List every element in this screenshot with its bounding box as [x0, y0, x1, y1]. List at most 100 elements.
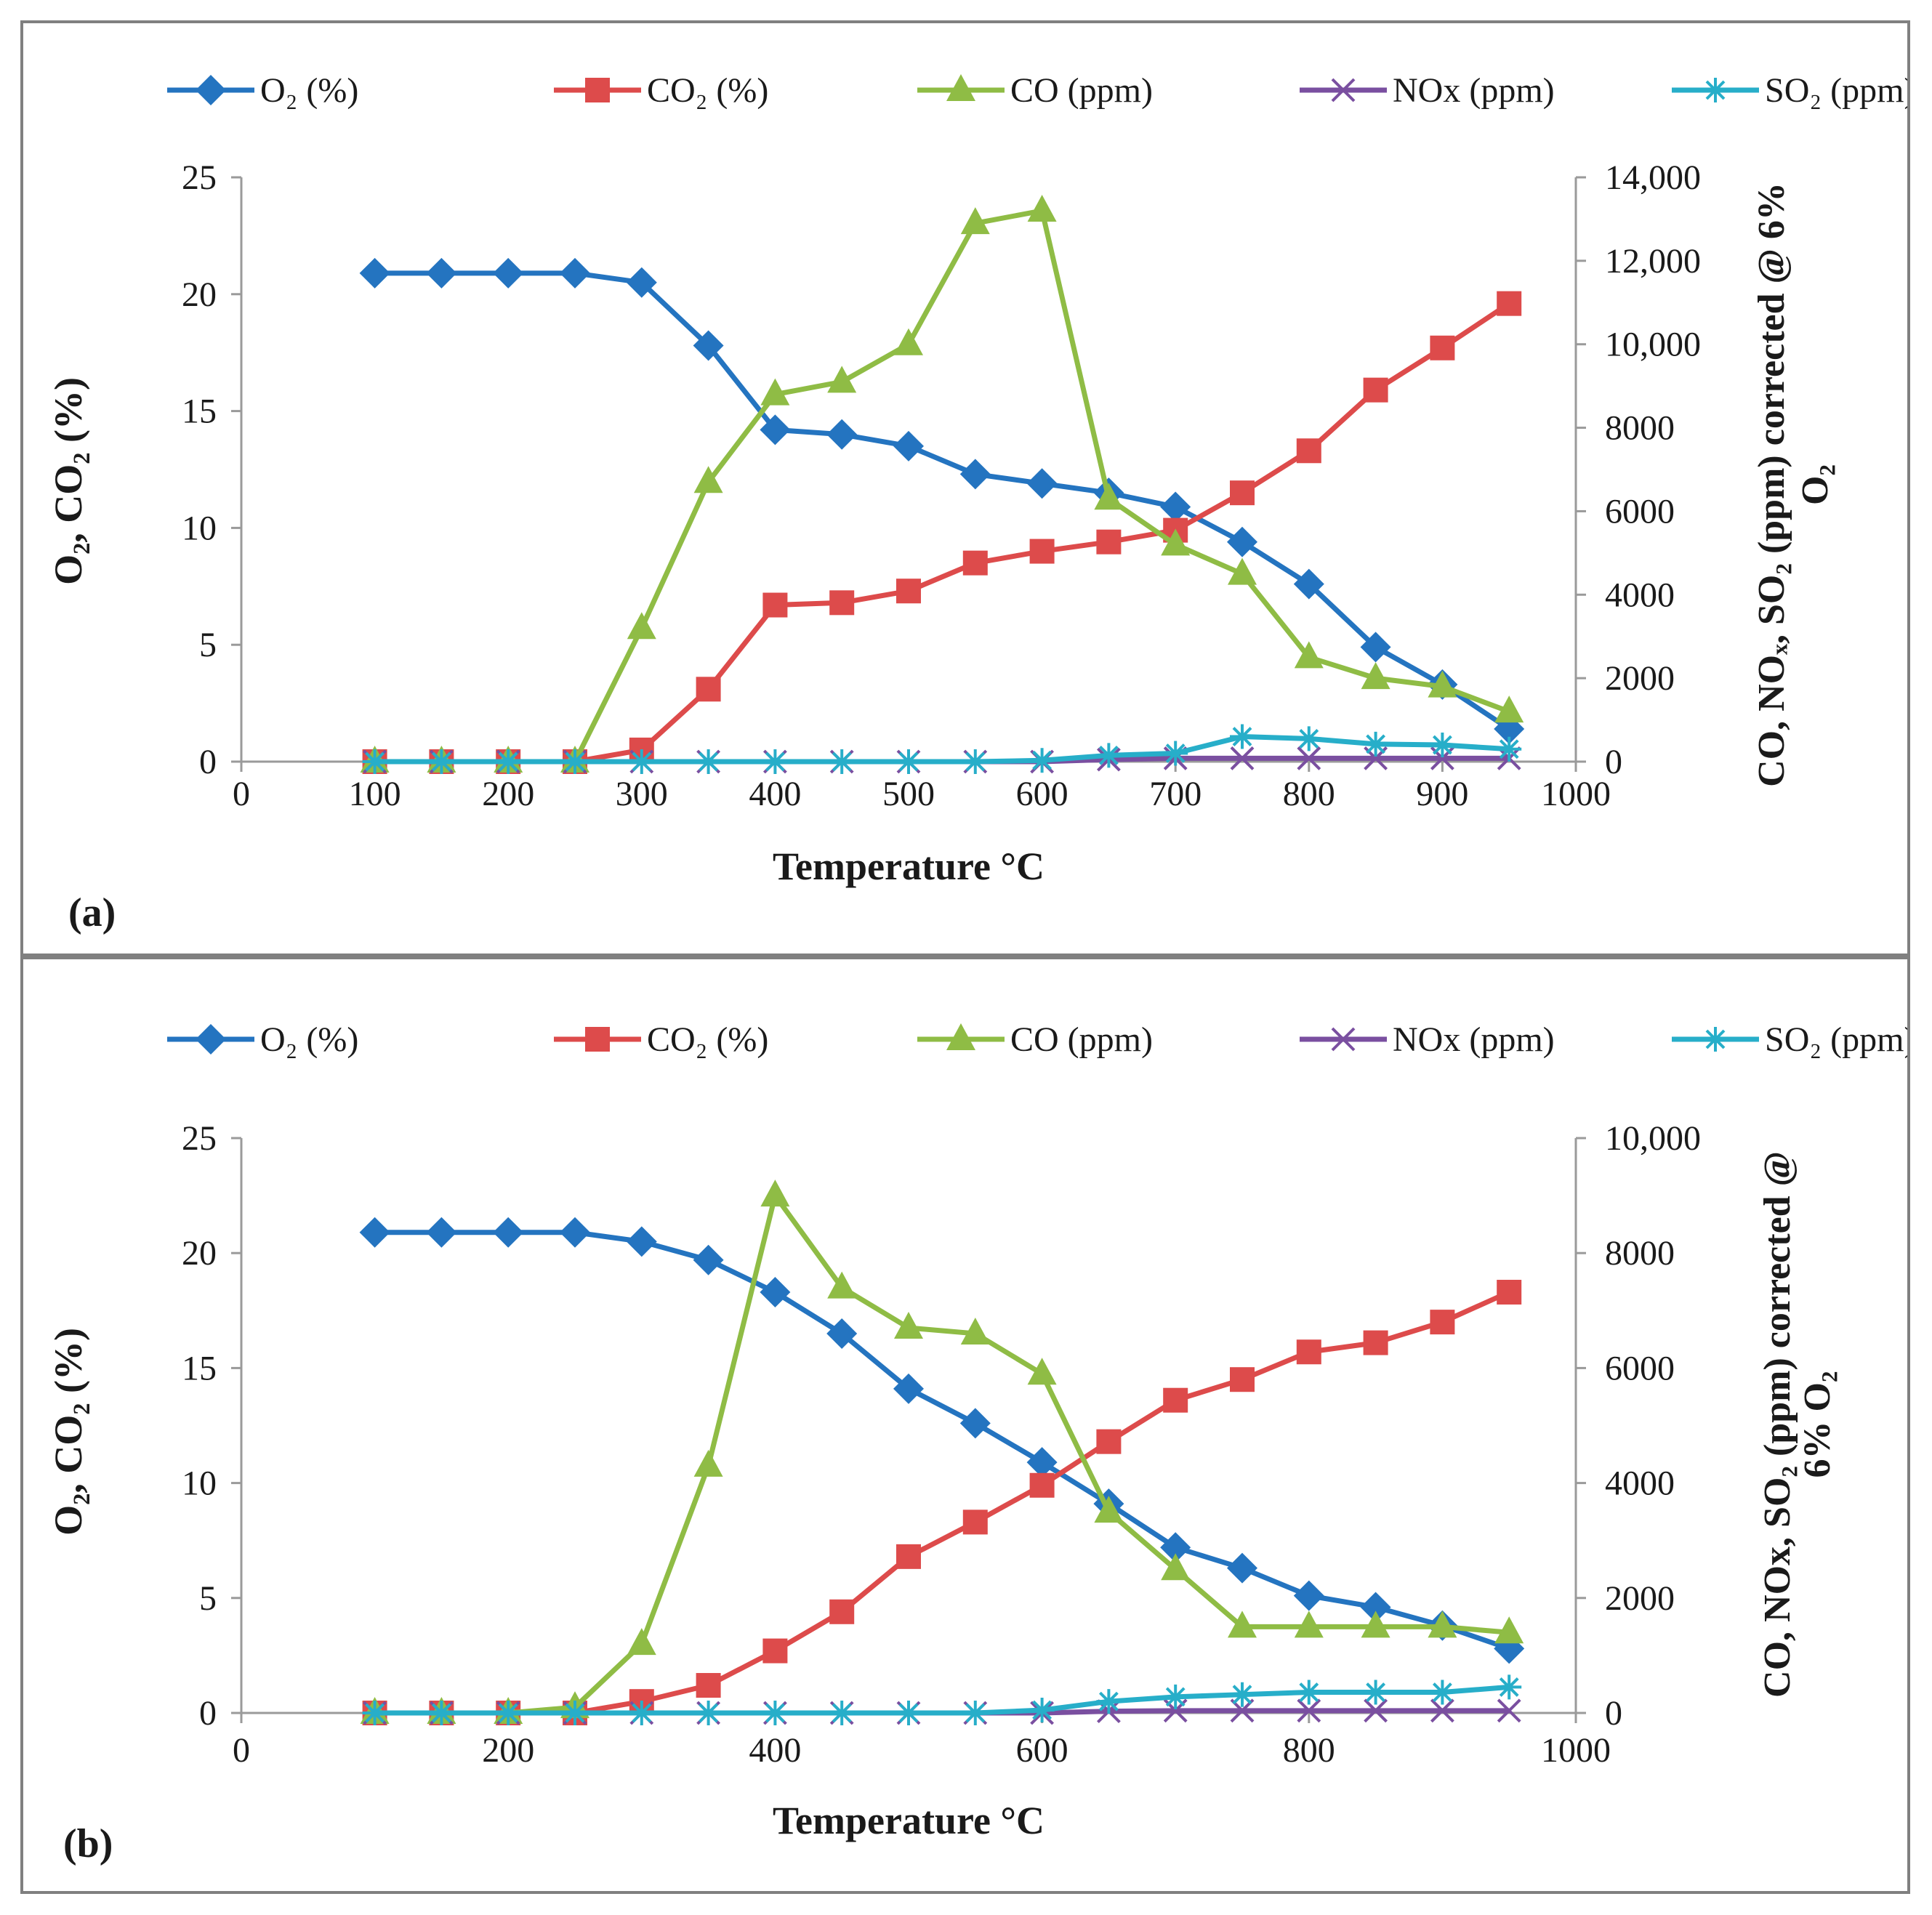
y-tick-label-right: 4000: [1605, 1464, 1675, 1503]
data-point: [627, 612, 656, 640]
y-tick-label-left: 25: [182, 158, 217, 197]
series-line: [374, 1230, 1510, 1651]
x-tick-label: 600: [1016, 1731, 1068, 1770]
y-tick-label-right: 4000: [1605, 576, 1675, 614]
legend-label: CO₂ (%): [647, 71, 768, 110]
legend-item: CO (ppm): [917, 1020, 1153, 1059]
data-point: [1430, 335, 1455, 360]
data-point: [1094, 1496, 1124, 1523]
data-point: [1227, 1552, 1257, 1584]
series: [360, 1180, 1524, 1724]
data-point: [896, 1544, 921, 1569]
data-point: [1230, 1367, 1255, 1392]
y-axis-label-left: O₂, CO₂ (%): [47, 377, 90, 585]
data-point: [1497, 291, 1522, 316]
data-point: [1497, 1698, 1521, 1723]
data-point: [1029, 1472, 1055, 1498]
data-point: [1428, 1610, 1457, 1638]
data-point: [1430, 1310, 1455, 1335]
data-point: [1160, 491, 1191, 523]
legend-item: CO (ppm): [917, 71, 1153, 110]
data-point: [560, 1217, 590, 1248]
data-point: [1230, 480, 1255, 506]
legend-marker: [585, 78, 610, 102]
data-point: [762, 1701, 788, 1725]
y-tick-label-left: 25: [182, 1119, 217, 1158]
data-point: [896, 749, 921, 774]
y-axis-label-right: CO, NOₓ, SO₂ (ppm) corrected @ 6%: [1751, 182, 1792, 787]
x-tick-label: 0: [233, 1731, 250, 1770]
data-point: [1296, 1680, 1321, 1705]
data-point: [1228, 1610, 1257, 1638]
data-point: [762, 749, 788, 774]
legend-marker: [1703, 1027, 1728, 1052]
x-tick-label: 800: [1283, 1731, 1335, 1770]
data-point: [826, 419, 858, 450]
data-point: [827, 366, 857, 393]
data-point: [1363, 1330, 1388, 1355]
y-axis-label-left: O₂, CO₂ (%): [47, 1328, 90, 1536]
y-tick-label-left: 10: [182, 509, 217, 547]
data-point: [829, 1701, 855, 1725]
chart-a-svg: O₂ (%) CO₂ (%) CO (ppm) NOx (ppm) SO₂ (ppm) 0…: [47, 71, 1907, 935]
data-point: [962, 1701, 988, 1725]
data-point: [1296, 438, 1321, 464]
data-point: [359, 1217, 390, 1248]
data-point: [359, 257, 390, 289]
y-tick-label-right: 2000: [1605, 1579, 1675, 1618]
data-point: [1494, 696, 1524, 723]
legend-marker: [585, 1027, 610, 1052]
data-point: [962, 749, 988, 774]
data-point: [829, 1599, 855, 1624]
series-line: [374, 1193, 1510, 1716]
data-point: [1227, 526, 1257, 557]
data-point: [1230, 724, 1255, 749]
data-point: [1161, 528, 1191, 556]
data-point: [1297, 1698, 1321, 1723]
y-axis-label-right: CO, NOx, SO₂ (ppm) corrected @: [1757, 1151, 1798, 1698]
series: [359, 257, 1525, 744]
data-point: [496, 1701, 521, 1725]
legend-label: CO (ppm): [1010, 1020, 1153, 1059]
chart-panel-b: O₂ (%) CO₂ (%) CO (ppm) NOx (ppm) SO₂ (ppm) 0…: [20, 956, 1910, 1894]
data-point: [1430, 1680, 1455, 1705]
y-tick-label-left: 5: [199, 1579, 217, 1618]
data-point: [762, 592, 788, 618]
legend-label: O₂ (%): [260, 1020, 358, 1059]
x-tick-label: 0: [233, 775, 250, 813]
y-tick-label-right: 6000: [1605, 492, 1675, 531]
legend-item: CO₂ (%): [554, 71, 768, 110]
series: [362, 1279, 1522, 1725]
series-line: [374, 1289, 1510, 1716]
series: [360, 194, 1524, 773]
data-point: [1297, 746, 1321, 770]
legend-marker: [196, 75, 226, 105]
y-tick-label-right: 10,000: [1605, 326, 1701, 364]
data-point: [1494, 1633, 1525, 1664]
data-point: [1096, 1689, 1122, 1714]
series: [359, 1217, 1525, 1664]
data-point: [1029, 1698, 1055, 1723]
x-tick-label: 900: [1416, 775, 1468, 813]
data-point: [696, 1673, 721, 1698]
data-point: [962, 550, 988, 576]
legend-item: NOx (ppm): [1300, 71, 1555, 110]
data-point: [827, 1271, 857, 1299]
data-point: [1296, 726, 1321, 751]
series: [362, 724, 1522, 774]
x-tick-label: 500: [882, 775, 935, 813]
data-point: [1494, 1616, 1524, 1644]
data-point: [626, 267, 657, 298]
legend-marker: [1331, 1027, 1356, 1052]
legend-item: CO₂ (%): [554, 1020, 768, 1059]
data-point: [1160, 1532, 1191, 1563]
y-tick-label-left: 0: [199, 743, 217, 781]
axes: 0 200 400 600 800 100005101520250200040006000…: [182, 1119, 1701, 1770]
y-tick-label-left: 20: [182, 275, 217, 314]
y-tick-label-left: 0: [199, 1694, 217, 1733]
x-tick-label: 800: [1283, 775, 1335, 813]
legend-item: NOx (ppm): [1300, 1020, 1555, 1059]
data-point: [629, 749, 654, 774]
series: [362, 1674, 1522, 1725]
legend-label: NOx (ppm): [1393, 71, 1555, 110]
